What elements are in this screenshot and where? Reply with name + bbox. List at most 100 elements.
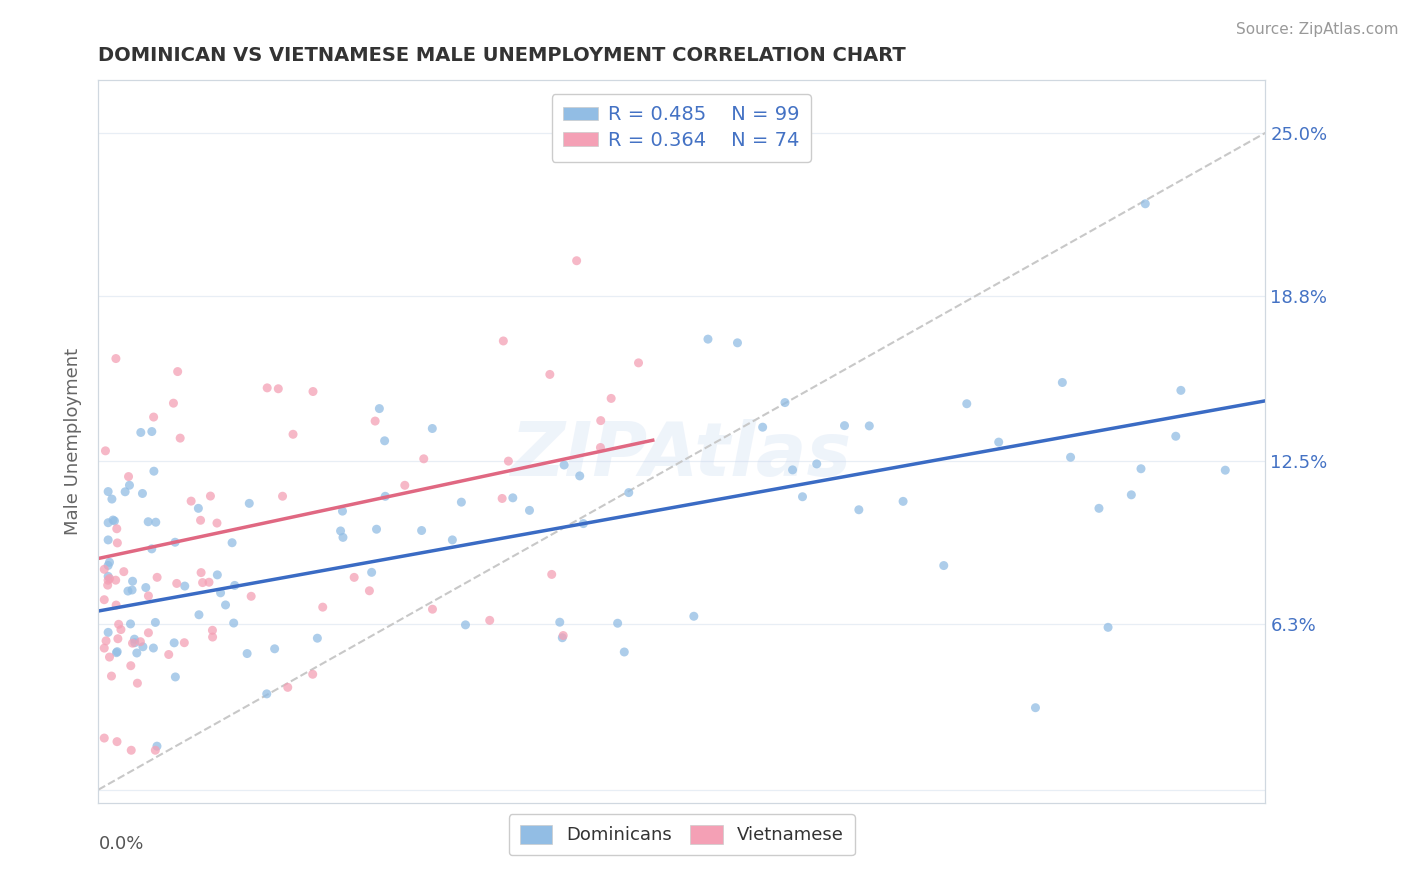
- Point: [238, 496, 260, 510]
- Point: [492, 334, 515, 348]
- Point: [98, 650, 121, 665]
- Point: [93, 641, 115, 656]
- Point: [538, 368, 561, 382]
- Point: [271, 489, 294, 503]
- Point: [191, 575, 214, 590]
- Point: [606, 616, 628, 631]
- Point: [565, 253, 588, 268]
- Point: [1088, 501, 1111, 516]
- Point: [94, 443, 117, 458]
- Point: [209, 586, 232, 600]
- Point: [412, 451, 434, 466]
- Point: [190, 566, 212, 580]
- Legend: Dominicans, Vietnamese: Dominicans, Vietnamese: [509, 814, 855, 855]
- Point: [105, 522, 128, 536]
- Point: [332, 504, 354, 518]
- Point: [1059, 450, 1081, 465]
- Point: [94, 633, 117, 648]
- Point: [589, 441, 612, 455]
- Point: [394, 478, 416, 492]
- Point: [166, 576, 188, 591]
- Point: [1213, 463, 1236, 477]
- Point: [848, 502, 870, 516]
- Point: [1024, 700, 1046, 714]
- Point: [932, 558, 955, 573]
- Point: [105, 646, 128, 660]
- Point: [188, 607, 211, 622]
- Point: [146, 739, 169, 754]
- Point: [93, 592, 115, 607]
- Point: [773, 395, 796, 409]
- Point: [617, 485, 640, 500]
- Point: [124, 632, 146, 647]
- Point: [551, 631, 574, 645]
- Point: [302, 384, 325, 399]
- Point: [97, 484, 120, 499]
- Point: [613, 645, 636, 659]
- Point: [207, 567, 229, 582]
- Point: [312, 600, 335, 615]
- Point: [97, 578, 120, 592]
- Point: [727, 335, 749, 350]
- Point: [121, 636, 143, 650]
- Point: [121, 574, 143, 589]
- Point: [124, 636, 146, 650]
- Point: [100, 669, 122, 683]
- Point: [301, 667, 323, 681]
- Point: [697, 332, 720, 346]
- Point: [956, 397, 979, 411]
- Point: [553, 628, 575, 642]
- Point: [214, 598, 236, 612]
- Point: [112, 565, 135, 579]
- Point: [224, 578, 246, 592]
- Point: [97, 516, 120, 530]
- Point: [1097, 620, 1119, 634]
- Point: [105, 645, 128, 659]
- Point: [454, 618, 477, 632]
- Point: [165, 670, 187, 684]
- Point: [120, 658, 142, 673]
- Point: [105, 598, 128, 612]
- Point: [125, 646, 148, 660]
- Point: [205, 516, 228, 530]
- Point: [190, 513, 212, 527]
- Point: [281, 427, 304, 442]
- Point: [782, 463, 804, 477]
- Point: [117, 469, 139, 483]
- Point: [263, 641, 285, 656]
- Point: [121, 582, 143, 597]
- Point: [1052, 376, 1074, 390]
- Point: [117, 584, 139, 599]
- Point: [422, 602, 444, 616]
- Point: [329, 524, 352, 538]
- Point: [343, 570, 366, 584]
- Point: [201, 630, 224, 644]
- Point: [201, 624, 224, 638]
- Point: [627, 356, 650, 370]
- Point: [142, 640, 165, 655]
- Point: [103, 514, 125, 528]
- Point: [332, 530, 354, 544]
- Point: [136, 515, 159, 529]
- Point: [568, 469, 591, 483]
- Point: [222, 615, 245, 630]
- Point: [792, 490, 814, 504]
- Point: [97, 533, 120, 547]
- Point: [157, 648, 180, 662]
- Point: [359, 583, 381, 598]
- Point: [478, 613, 501, 627]
- Point: [420, 421, 443, 435]
- Point: [256, 687, 278, 701]
- Point: [114, 484, 136, 499]
- Point: [97, 558, 120, 573]
- Point: [366, 522, 388, 536]
- Point: [1130, 462, 1153, 476]
- Point: [891, 494, 914, 508]
- Point: [180, 494, 202, 508]
- Point: [129, 634, 152, 648]
- Point: [834, 418, 856, 433]
- Point: [364, 414, 387, 428]
- Point: [162, 396, 184, 410]
- Point: [138, 625, 160, 640]
- Point: [131, 486, 153, 500]
